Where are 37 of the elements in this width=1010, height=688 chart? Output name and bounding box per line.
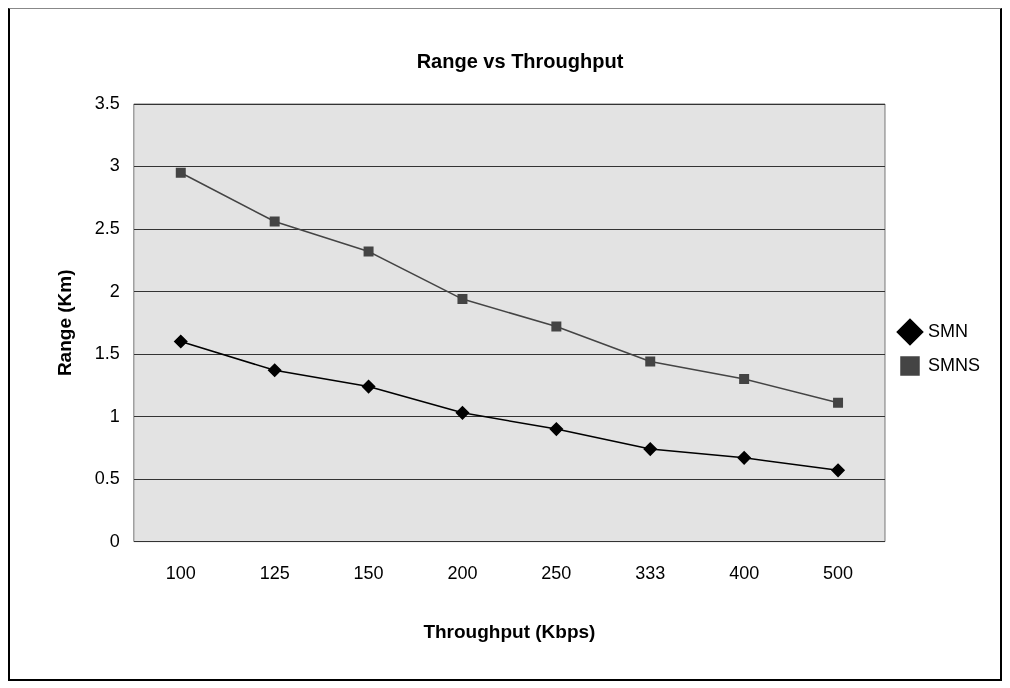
point <box>645 356 656 367</box>
point <box>737 451 751 465</box>
point <box>363 246 374 257</box>
y-tick-label: 2.5 <box>94 218 120 238</box>
point <box>457 294 468 305</box>
x-tick-label: 333 <box>635 563 666 584</box>
x-tick-label: 125 <box>259 563 290 584</box>
legend-label: SMNS <box>928 354 981 375</box>
point <box>551 321 562 332</box>
point <box>269 216 280 227</box>
x-tick-label: 200 <box>447 563 478 584</box>
y-tick-label: 3.5 <box>94 92 120 113</box>
y-tick-label: 1.5 <box>94 343 120 364</box>
y-tick-label: 0.5 <box>94 468 120 489</box>
point <box>267 363 282 378</box>
point <box>455 406 470 420</box>
x-axis-title: Throughput (Kbps) <box>423 620 596 642</box>
x-tick-label: 500 <box>823 563 854 584</box>
y-tick-label: 0 <box>109 530 120 551</box>
legend-label: SMN <box>928 320 968 341</box>
point <box>739 374 750 385</box>
y-tick-label: 1 <box>109 405 120 426</box>
y-axis-title: Range (Km) <box>53 269 75 377</box>
y-tick-label: 2 <box>109 280 120 301</box>
x-tick-label: 100 <box>165 563 196 584</box>
chart-title: Range vs Throughput <box>416 49 624 72</box>
point <box>175 167 186 178</box>
point <box>831 463 845 478</box>
point <box>549 422 564 436</box>
x-tick-label: 400 <box>729 563 760 584</box>
x-tick-label: 150 <box>353 563 384 584</box>
y-tick-label: 3 <box>109 155 120 176</box>
x-tick-label: 250 <box>541 563 572 584</box>
point <box>174 334 188 349</box>
point <box>643 442 657 456</box>
point <box>361 379 376 394</box>
point <box>833 397 844 408</box>
